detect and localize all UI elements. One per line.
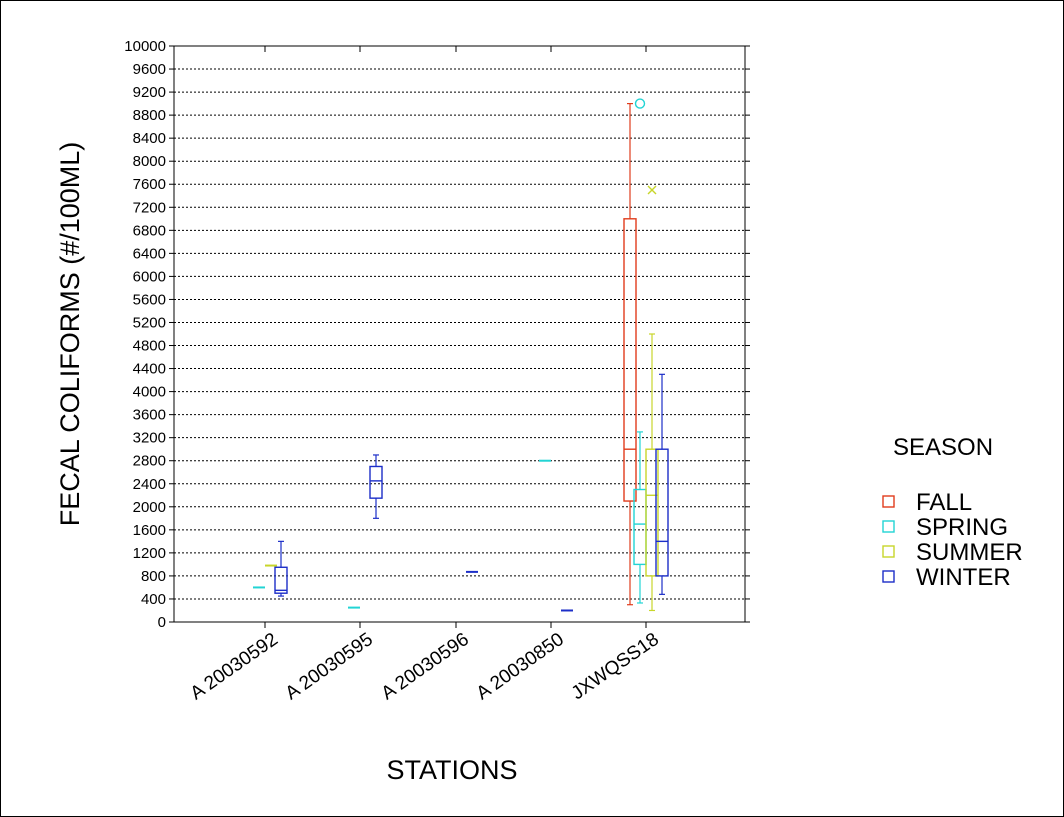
legend-swatch (882, 495, 895, 508)
box-iqr (655, 448, 669, 577)
y-tick-label: 7200 (133, 199, 166, 216)
y-tick-label: 6000 (133, 268, 166, 285)
box-iqr (369, 465, 383, 499)
y-tick-label: 2000 (133, 499, 166, 516)
y-tick-label: 2800 (133, 453, 166, 470)
y-tick-label: 9200 (133, 84, 166, 101)
y-tick-label: 6400 (133, 245, 166, 262)
y-tick-label: 7600 (133, 176, 166, 193)
y-tick-label: 4000 (133, 384, 166, 401)
y-tick-label: 3600 (133, 407, 166, 424)
y-tick-label: 0 (158, 614, 166, 631)
x-tick-label: A 20030592 (187, 629, 282, 704)
legend-label: FALL (916, 489, 972, 516)
x-tick-label: A 20030596 (378, 629, 473, 704)
box-iqr (623, 218, 637, 502)
y-tick-label: 9600 (133, 61, 166, 78)
outlier-circle (634, 98, 646, 109)
box-marks (253, 98, 669, 612)
x-tick-label: A 20030595 (282, 629, 377, 704)
y-tick-label: 800 (141, 568, 166, 585)
box-iqr (645, 448, 659, 577)
y-tick-label: 8000 (133, 153, 166, 170)
y-tick-label: 8400 (133, 130, 166, 147)
legend-swatch (882, 570, 895, 583)
y-tick-label: 4800 (133, 338, 166, 355)
y-tick-label: 8800 (133, 107, 166, 124)
legend-label: SUMMER (916, 539, 1023, 566)
y-tick-label: 5600 (133, 291, 166, 308)
y-tick-label: 1600 (133, 522, 166, 539)
legend-label: WINTER (916, 564, 1011, 591)
y-tick-label: 3200 (133, 430, 166, 447)
y-tick-label: 2400 (133, 476, 166, 493)
y-tick-label: 10000 (124, 38, 166, 55)
plot-area-border (173, 45, 746, 623)
y-tick-label: 5200 (133, 314, 166, 331)
legend-title: SEASON (893, 434, 993, 461)
legend-swatch (882, 520, 895, 533)
x-tick-labels: A 20030592 A 20030595 A 20030596 A 20030850… (187, 629, 663, 704)
x-axis-title: STATIONS (386, 755, 517, 785)
outlier-x (647, 185, 657, 195)
y-tick-label: 4400 (133, 361, 166, 378)
x-tick-label: A 20030850 (473, 629, 568, 704)
axis-ticks (169, 45, 750, 628)
box-iqr (274, 566, 288, 594)
y-tick-label: 1200 (133, 545, 166, 562)
y-axis-title: FECAL COLIFORMS (#/100ML) (55, 142, 85, 527)
legend-label: SPRING (916, 514, 1008, 541)
y-tick-label: 6800 (133, 222, 166, 239)
y-tick-labels: 0 400 800 1200 1600 2000 2400 2800 3200 3600 4000 4… (124, 38, 166, 631)
y-tick-label: 400 (141, 591, 166, 608)
x-tick-label: JXWQSS18 (568, 629, 663, 704)
legend-swatch (882, 545, 895, 558)
gridlines (174, 68, 745, 600)
